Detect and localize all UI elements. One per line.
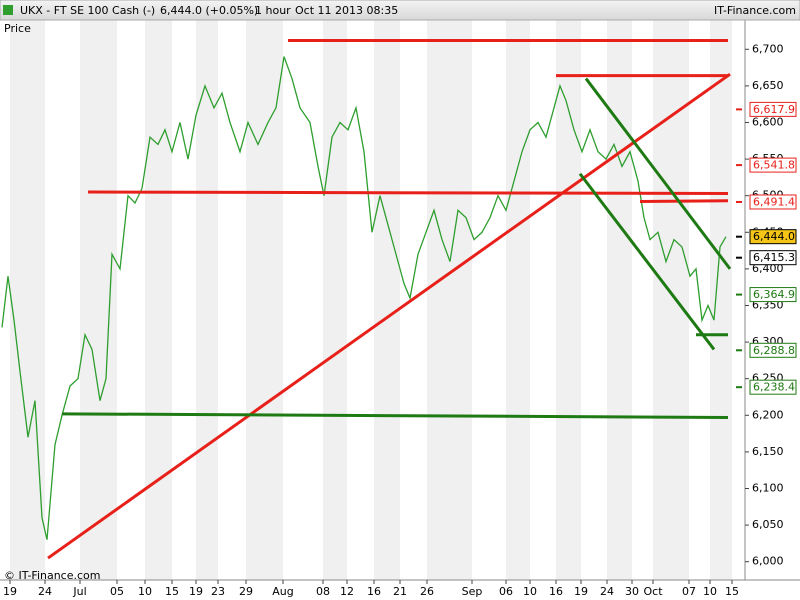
y-tick-label: 6,150	[752, 445, 784, 458]
x-tick-label: 08	[316, 585, 330, 598]
chart-title: UKX - FT SE 100 Cash (-)	[20, 4, 155, 17]
level-box	[749, 101, 797, 117]
day-band	[145, 20, 172, 580]
day-band	[653, 20, 689, 580]
y-tick-label: 6,700	[752, 42, 784, 55]
x-tick-label: 16	[549, 585, 563, 598]
level-box	[749, 229, 797, 245]
level-label: 6,617.9	[753, 103, 795, 116]
x-tick-label: 10	[138, 585, 152, 598]
level-label: 6,541.8	[753, 159, 795, 172]
source: IT-Finance.com	[714, 4, 796, 17]
level-box	[749, 379, 797, 395]
day-band	[506, 20, 530, 580]
x-tick-label: 16	[367, 585, 381, 598]
x-tick-label: Sep	[462, 585, 483, 598]
x-tick-label: 07	[682, 585, 696, 598]
day-band	[246, 20, 283, 580]
x-tick-label: 24	[38, 585, 52, 598]
level-label: 6,364.9	[753, 288, 795, 301]
x-tick-label: 10	[523, 585, 537, 598]
trendline	[47, 72, 731, 560]
y-tick-label: 6,100	[752, 481, 784, 494]
x-tick-label: 19	[574, 585, 588, 598]
copyright: © IT-Finance.com	[4, 569, 101, 582]
level-box	[749, 342, 797, 358]
level-label: 6,415.3	[753, 251, 795, 264]
y-tick-label: 6,050	[752, 518, 784, 531]
interval: 1 hour	[255, 4, 291, 17]
level-box	[749, 250, 797, 266]
x-tick-label: 21	[393, 585, 407, 598]
day-band	[374, 20, 400, 580]
level-box	[749, 194, 797, 210]
day-band	[10, 20, 45, 580]
x-tick-label: 15	[725, 585, 739, 598]
day-band	[323, 20, 347, 580]
x-tick-label: 26	[420, 585, 434, 598]
timestamp: Oct 11 2013 08:35	[295, 4, 398, 17]
last-price: 6,444.0 (+0.05%)	[160, 4, 258, 17]
day-band	[556, 20, 581, 580]
level-label: 6,238.4	[753, 381, 795, 394]
x-tick-label: 29	[239, 585, 253, 598]
header-bar	[0, 0, 800, 21]
day-band	[80, 20, 117, 580]
trendline	[639, 199, 729, 204]
x-tick-label: 23	[211, 585, 225, 598]
day-band	[427, 20, 472, 580]
y-tick-label: 6,600	[752, 115, 784, 128]
y-tick-label: 6,200	[752, 408, 784, 421]
symbol-icon	[3, 5, 13, 15]
x-tick-label: 06	[499, 585, 513, 598]
x-tick-label: Aug	[272, 585, 293, 598]
x-tick-label: 15	[165, 585, 179, 598]
level-box	[749, 157, 797, 173]
trendline	[87, 190, 729, 195]
level-label: 6,288.8	[753, 344, 795, 357]
y-tick-label: 6,650	[752, 79, 784, 92]
y-axis-label: Price	[4, 22, 31, 35]
x-tick-label: Jul	[72, 585, 86, 598]
trendline	[578, 172, 716, 351]
level-box	[749, 287, 797, 303]
x-tick-label: 19	[189, 585, 203, 598]
day-band	[607, 20, 632, 580]
trendline	[61, 412, 729, 419]
level-label: 6,444.0	[753, 230, 795, 243]
x-tick-label: 24	[600, 585, 614, 598]
x-tick-label: 10	[703, 585, 717, 598]
level-label: 6,491.4	[753, 195, 795, 208]
x-tick-label: Oct	[643, 585, 663, 598]
x-tick-label: 30	[625, 585, 639, 598]
x-tick-label: 12	[340, 585, 354, 598]
x-tick-label: 05	[110, 585, 124, 598]
y-tick-label: 6,000	[752, 555, 784, 568]
trendline	[584, 77, 732, 270]
x-tick-label: 19	[3, 585, 17, 598]
day-band	[710, 20, 732, 580]
